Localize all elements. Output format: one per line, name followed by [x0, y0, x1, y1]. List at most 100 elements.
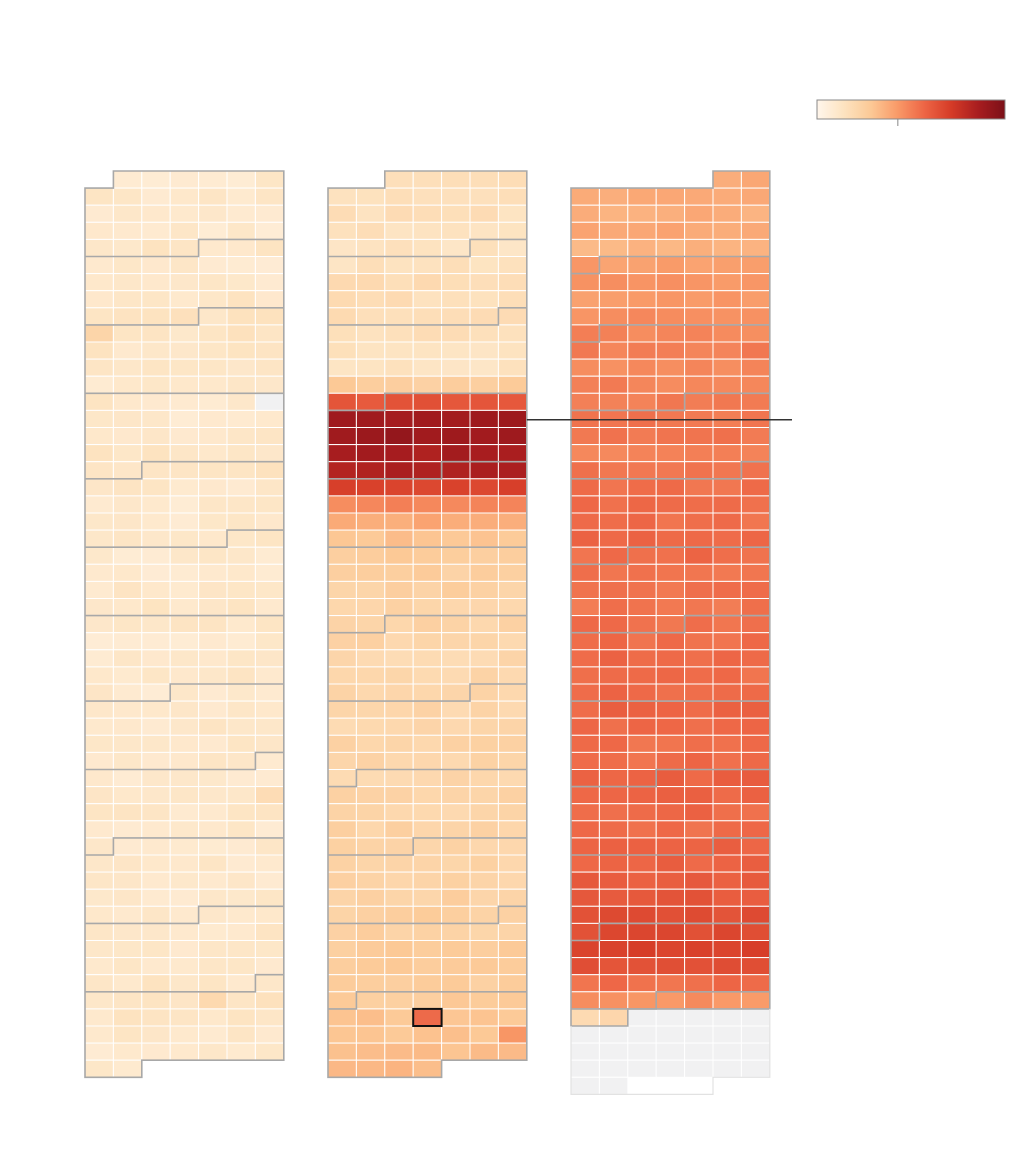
- day-cell: [655, 837, 686, 856]
- day-cell: [226, 495, 256, 514]
- day-cell: [441, 324, 471, 343]
- day-cell: [198, 409, 228, 428]
- day-cell: [655, 700, 686, 719]
- day-cell: [198, 444, 228, 463]
- day-cell: [740, 204, 771, 223]
- day-cell: [598, 615, 629, 634]
- day-cell: [169, 580, 200, 600]
- day-cell: [570, 392, 600, 411]
- day-cell: [141, 769, 171, 788]
- day-cell: [441, 478, 471, 497]
- month-boundary: [85, 683, 284, 702]
- day-cell: [598, 290, 629, 309]
- day-cell: [169, 238, 200, 257]
- day-cell: [598, 820, 629, 839]
- day-cell: [198, 734, 228, 753]
- day-cell: [598, 204, 629, 223]
- day-cell: [570, 734, 600, 753]
- day-cell: [384, 461, 414, 480]
- day-cell: [627, 358, 657, 377]
- day-cell: [254, 1025, 285, 1044]
- day-cell: [327, 409, 357, 428]
- day-cell: [169, 734, 200, 753]
- day-cell: [655, 324, 686, 343]
- day-cell: [355, 187, 386, 206]
- day-cell: [570, 666, 600, 685]
- day-cell: [712, 256, 742, 275]
- day-cell: [684, 512, 714, 531]
- day-cell: [441, 871, 471, 890]
- day-cell: [712, 837, 742, 856]
- day-cell: [226, 854, 256, 873]
- day-cell: [112, 529, 143, 548]
- day-cell: [684, 957, 714, 976]
- day-cell: [412, 871, 443, 890]
- day-cell: [655, 580, 686, 600]
- day-cell: [655, 683, 686, 702]
- day-cell: [226, 1008, 256, 1027]
- day-cell: [198, 512, 228, 531]
- day-cell: [412, 957, 443, 976]
- day-cell: [497, 204, 528, 223]
- day-cell: [355, 358, 386, 377]
- day-cell: [384, 546, 414, 565]
- day-cell: [655, 204, 686, 223]
- day-cell: [355, 803, 386, 822]
- day-cell: [712, 187, 742, 206]
- day-cell: [254, 256, 285, 275]
- day-cell: [169, 837, 200, 856]
- day-cell: [712, 598, 742, 617]
- day-cell: [355, 683, 386, 702]
- day-cell: [469, 324, 499, 343]
- day-cell: [598, 529, 629, 548]
- day-cell: [712, 683, 742, 702]
- day-cell: [412, 700, 443, 719]
- day-cell: [497, 512, 528, 531]
- day-cell: [497, 769, 528, 788]
- day-cell: [740, 666, 771, 685]
- day-cell: [684, 871, 714, 890]
- day-cell: [169, 290, 200, 309]
- day-cell: [141, 649, 171, 668]
- day-cell: [570, 991, 600, 1010]
- day-cell: [441, 546, 471, 565]
- day-cell: [355, 290, 386, 309]
- day-cell: [684, 991, 714, 1010]
- day-cell: [384, 649, 414, 668]
- day-cell: [384, 888, 414, 907]
- day-cell: [254, 751, 285, 771]
- day-cell: [226, 871, 256, 890]
- day-cell: [684, 204, 714, 223]
- day-cell: [655, 649, 686, 668]
- day-cell: [570, 221, 600, 240]
- day-cell: [84, 751, 114, 771]
- day-cell: [469, 632, 499, 651]
- day-cell: [84, 1008, 114, 1027]
- day-cell: [684, 290, 714, 309]
- day-cell: [112, 991, 143, 1010]
- calendar-panel-3: [570, 170, 771, 1095]
- day-cell: [469, 375, 499, 394]
- day-cell: [469, 427, 499, 446]
- day-cell: [412, 409, 443, 428]
- empty-day-cell: [570, 1076, 600, 1095]
- day-cell: [441, 256, 471, 275]
- day-cell: [497, 734, 528, 753]
- day-cell: [327, 820, 357, 839]
- day-cell: [570, 769, 600, 788]
- day-cell: [412, 854, 443, 873]
- empty-day-cell: [740, 1042, 771, 1061]
- day-cell: [627, 871, 657, 890]
- day-cell: [141, 461, 171, 480]
- day-cell: [198, 683, 228, 702]
- day-cell: [684, 238, 714, 257]
- day-cell: [254, 563, 285, 582]
- day-cell: [84, 820, 114, 839]
- day-cell: [469, 495, 499, 514]
- day-cell: [169, 871, 200, 890]
- empty-day-cell: [627, 1008, 657, 1027]
- day-cell: [740, 444, 771, 463]
- day-cell: [327, 1042, 357, 1061]
- day-cell: [684, 478, 714, 497]
- day-cell: [441, 512, 471, 531]
